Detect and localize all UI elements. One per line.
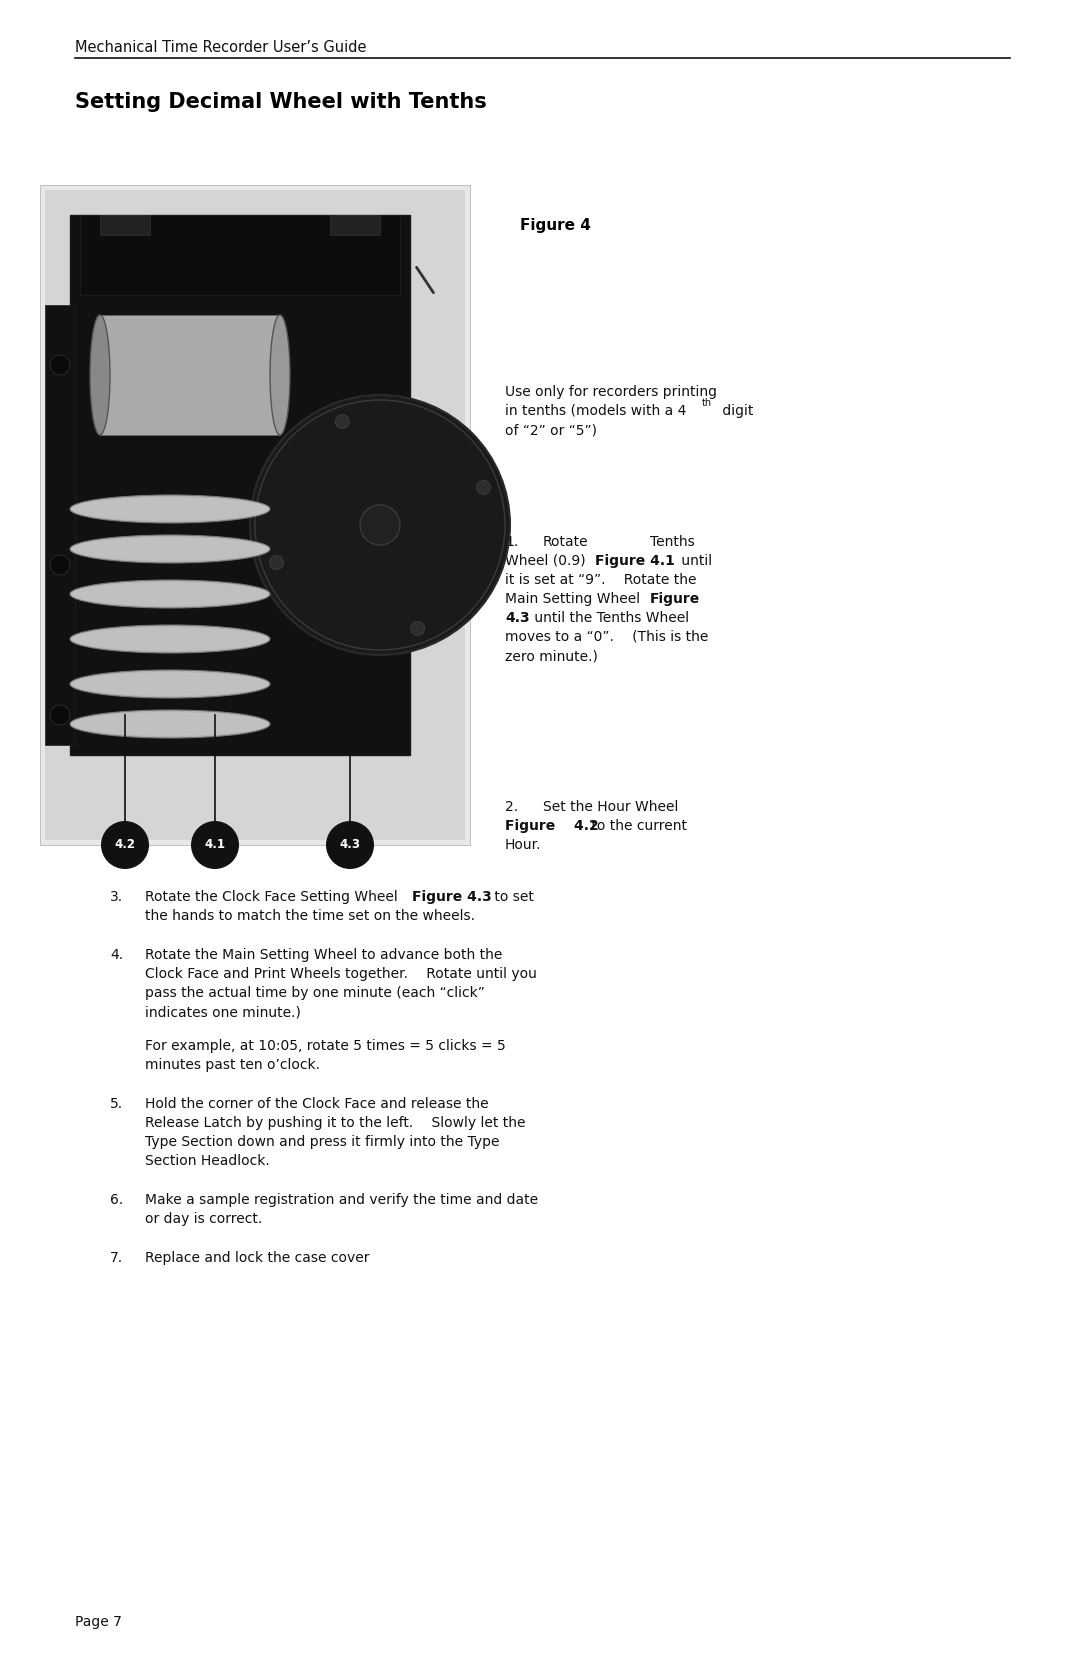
- FancyArrowPatch shape: [417, 267, 433, 292]
- Text: 3.: 3.: [110, 890, 123, 905]
- Ellipse shape: [70, 669, 270, 698]
- Bar: [40, 185, 470, 845]
- Circle shape: [50, 355, 70, 376]
- Circle shape: [270, 556, 284, 569]
- Text: to set: to set: [490, 890, 534, 905]
- Text: moves to a “0”.  (This is the: moves to a “0”. (This is the: [505, 629, 708, 644]
- Circle shape: [249, 396, 510, 654]
- Ellipse shape: [71, 582, 269, 606]
- Circle shape: [50, 704, 70, 724]
- Bar: [80, 215, 400, 295]
- Text: to the current: to the current: [588, 819, 687, 833]
- Text: until: until: [677, 554, 712, 567]
- Text: 6.: 6.: [110, 1193, 123, 1207]
- Text: Release Latch by pushing it to the left.  Slowly let the: Release Latch by pushing it to the left.…: [145, 1117, 526, 1130]
- Text: Figure 4: Figure 4: [519, 219, 591, 234]
- Text: Type Section down and press it firmly into the Type: Type Section down and press it firmly in…: [145, 1135, 499, 1148]
- Text: 7.: 7.: [110, 1252, 123, 1265]
- Text: in tenths (models with a 4: in tenths (models with a 4: [505, 404, 687, 417]
- Text: 2.: 2.: [505, 799, 518, 814]
- Text: Page 7: Page 7: [75, 1616, 122, 1629]
- Text: Rotate the Main Setting Wheel to advance both the: Rotate the Main Setting Wheel to advance…: [145, 948, 502, 961]
- Circle shape: [336, 414, 349, 429]
- Text: Figure  4.2: Figure 4.2: [505, 819, 598, 833]
- Text: digit: digit: [718, 404, 754, 417]
- Text: Setting Decimal Wheel with Tenths: Setting Decimal Wheel with Tenths: [75, 92, 487, 112]
- Text: pass the actual time by one minute (each “click”: pass the actual time by one minute (each…: [145, 986, 485, 1000]
- Ellipse shape: [70, 496, 270, 522]
- Ellipse shape: [70, 624, 270, 653]
- Ellipse shape: [71, 628, 269, 651]
- Text: of “2” or “5”): of “2” or “5”): [505, 422, 597, 437]
- Text: Tenths: Tenths: [650, 536, 694, 549]
- Text: Figure 4.1: Figure 4.1: [595, 554, 675, 567]
- Text: minutes past ten o’clock.: minutes past ten o’clock.: [145, 1058, 320, 1071]
- Text: until the Tenths Wheel: until the Tenths Wheel: [530, 611, 689, 624]
- Circle shape: [326, 821, 374, 870]
- Ellipse shape: [70, 581, 270, 608]
- Circle shape: [102, 821, 149, 870]
- Ellipse shape: [71, 713, 269, 736]
- Text: or day is correct.: or day is correct.: [145, 1212, 262, 1227]
- Text: Figure 4.3: Figure 4.3: [411, 890, 491, 905]
- Ellipse shape: [71, 497, 269, 521]
- Bar: [70, 215, 410, 754]
- Text: 4.: 4.: [110, 948, 123, 961]
- Ellipse shape: [71, 537, 269, 561]
- Ellipse shape: [70, 536, 270, 562]
- Circle shape: [50, 556, 70, 576]
- Text: 4.1: 4.1: [204, 838, 226, 851]
- Text: 1.: 1.: [505, 536, 518, 549]
- Ellipse shape: [70, 709, 270, 738]
- Text: indicates one minute.): indicates one minute.): [145, 1005, 301, 1020]
- Ellipse shape: [90, 315, 110, 436]
- Text: Rotate the Clock Face Setting Wheel: Rotate the Clock Face Setting Wheel: [145, 890, 402, 905]
- Bar: [45, 190, 465, 840]
- Text: Hour.: Hour.: [505, 838, 541, 851]
- Text: For example, at 10:05, rotate 5 times = 5 clicks = 5: For example, at 10:05, rotate 5 times = …: [145, 1040, 505, 1053]
- Circle shape: [360, 506, 400, 546]
- Text: Hold the corner of the Clock Face and release the: Hold the corner of the Clock Face and re…: [145, 1097, 488, 1112]
- Circle shape: [476, 481, 490, 494]
- Text: 5.: 5.: [110, 1097, 123, 1112]
- Text: Use only for recorders printing: Use only for recorders printing: [505, 386, 717, 399]
- Bar: [330, 215, 380, 235]
- Text: Mechanical Time Recorder User’s Guide: Mechanical Time Recorder User’s Guide: [75, 40, 366, 55]
- Text: th: th: [702, 397, 712, 407]
- Text: Figure: Figure: [650, 592, 700, 606]
- Text: Main Setting Wheel: Main Setting Wheel: [505, 592, 645, 606]
- Text: Clock Face and Print Wheels together.  Rotate until you: Clock Face and Print Wheels together. Ro…: [145, 966, 537, 981]
- Text: 4.3: 4.3: [339, 838, 361, 851]
- Bar: [100, 215, 150, 235]
- Bar: [100, 315, 280, 436]
- Ellipse shape: [270, 315, 291, 436]
- Ellipse shape: [71, 673, 269, 696]
- Text: it is set at “9”.  Rotate the: it is set at “9”. Rotate the: [505, 572, 697, 587]
- Circle shape: [410, 621, 424, 636]
- Text: 4.2: 4.2: [114, 838, 135, 851]
- Text: the hands to match the time set on the wheels.: the hands to match the time set on the w…: [145, 910, 475, 923]
- Text: Replace and lock the case cover: Replace and lock the case cover: [145, 1252, 369, 1265]
- Text: Make a sample registration and verify the time and date: Make a sample registration and verify th…: [145, 1193, 538, 1207]
- Text: 4.3: 4.3: [505, 611, 529, 624]
- Text: Wheel (0.9): Wheel (0.9): [505, 554, 590, 567]
- Text: zero minute.): zero minute.): [505, 649, 598, 663]
- Circle shape: [191, 821, 239, 870]
- Text: Rotate: Rotate: [543, 536, 589, 549]
- Text: Set the Hour Wheel: Set the Hour Wheel: [543, 799, 678, 814]
- Bar: [45, 305, 75, 744]
- Text: Section Headlock.: Section Headlock.: [145, 1153, 270, 1168]
